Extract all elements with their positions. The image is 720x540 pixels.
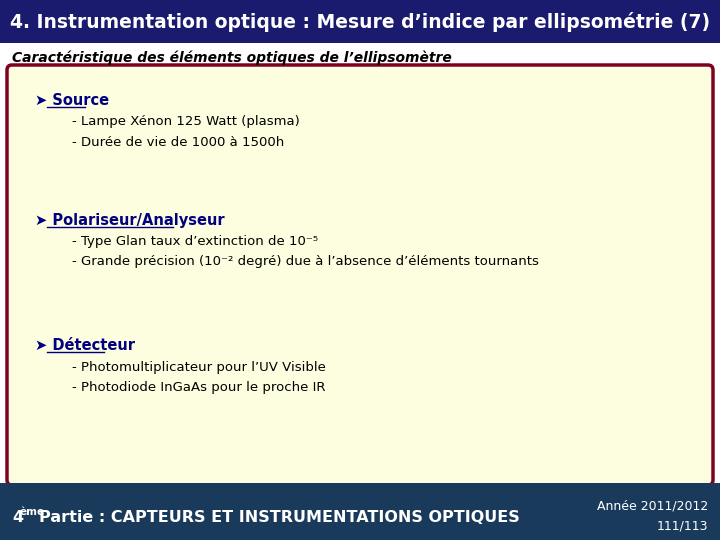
Text: 4. Instrumentation optique : Mesure d’indice par ellipsométrie (7): 4. Instrumentation optique : Mesure d’in… — [10, 11, 710, 31]
Text: Année 2011/2012: Année 2011/2012 — [597, 500, 708, 512]
Text: Caractéristique des éléments optiques de l’ellipsomètre: Caractéristique des éléments optiques de… — [12, 51, 451, 65]
Text: 111/113: 111/113 — [657, 519, 708, 532]
Text: - Photomultiplicateur pour l’UV Visible: - Photomultiplicateur pour l’UV Visible — [72, 361, 326, 374]
Text: - Lampe Xénon 125 Watt (plasma): - Lampe Xénon 125 Watt (plasma) — [72, 116, 300, 129]
FancyBboxPatch shape — [0, 483, 720, 540]
Text: 4: 4 — [12, 510, 23, 525]
FancyBboxPatch shape — [0, 0, 720, 43]
Text: ➤ Détecteur: ➤ Détecteur — [35, 338, 135, 353]
Text: Partie : CAPTEURS ET INSTRUMENTATIONS OPTIQUES: Partie : CAPTEURS ET INSTRUMENTATIONS OP… — [39, 510, 520, 525]
Text: - Grande précision (10⁻² degré) due à l’absence d’éléments tournants: - Grande précision (10⁻² degré) due à l’… — [72, 255, 539, 268]
Text: - Type Glan taux d’extinction de 10⁻⁵: - Type Glan taux d’extinction de 10⁻⁵ — [72, 235, 318, 248]
Text: - Durée de vie de 1000 à 1500h: - Durée de vie de 1000 à 1500h — [72, 136, 284, 148]
FancyBboxPatch shape — [7, 65, 713, 485]
Text: ➤ Source: ➤ Source — [35, 92, 109, 107]
Text: ème: ème — [19, 507, 44, 517]
Text: ➤ Polariseur/Analyseur: ➤ Polariseur/Analyseur — [35, 213, 225, 227]
Text: - Photodiode InGaAs pour le proche IR: - Photodiode InGaAs pour le proche IR — [72, 381, 325, 394]
